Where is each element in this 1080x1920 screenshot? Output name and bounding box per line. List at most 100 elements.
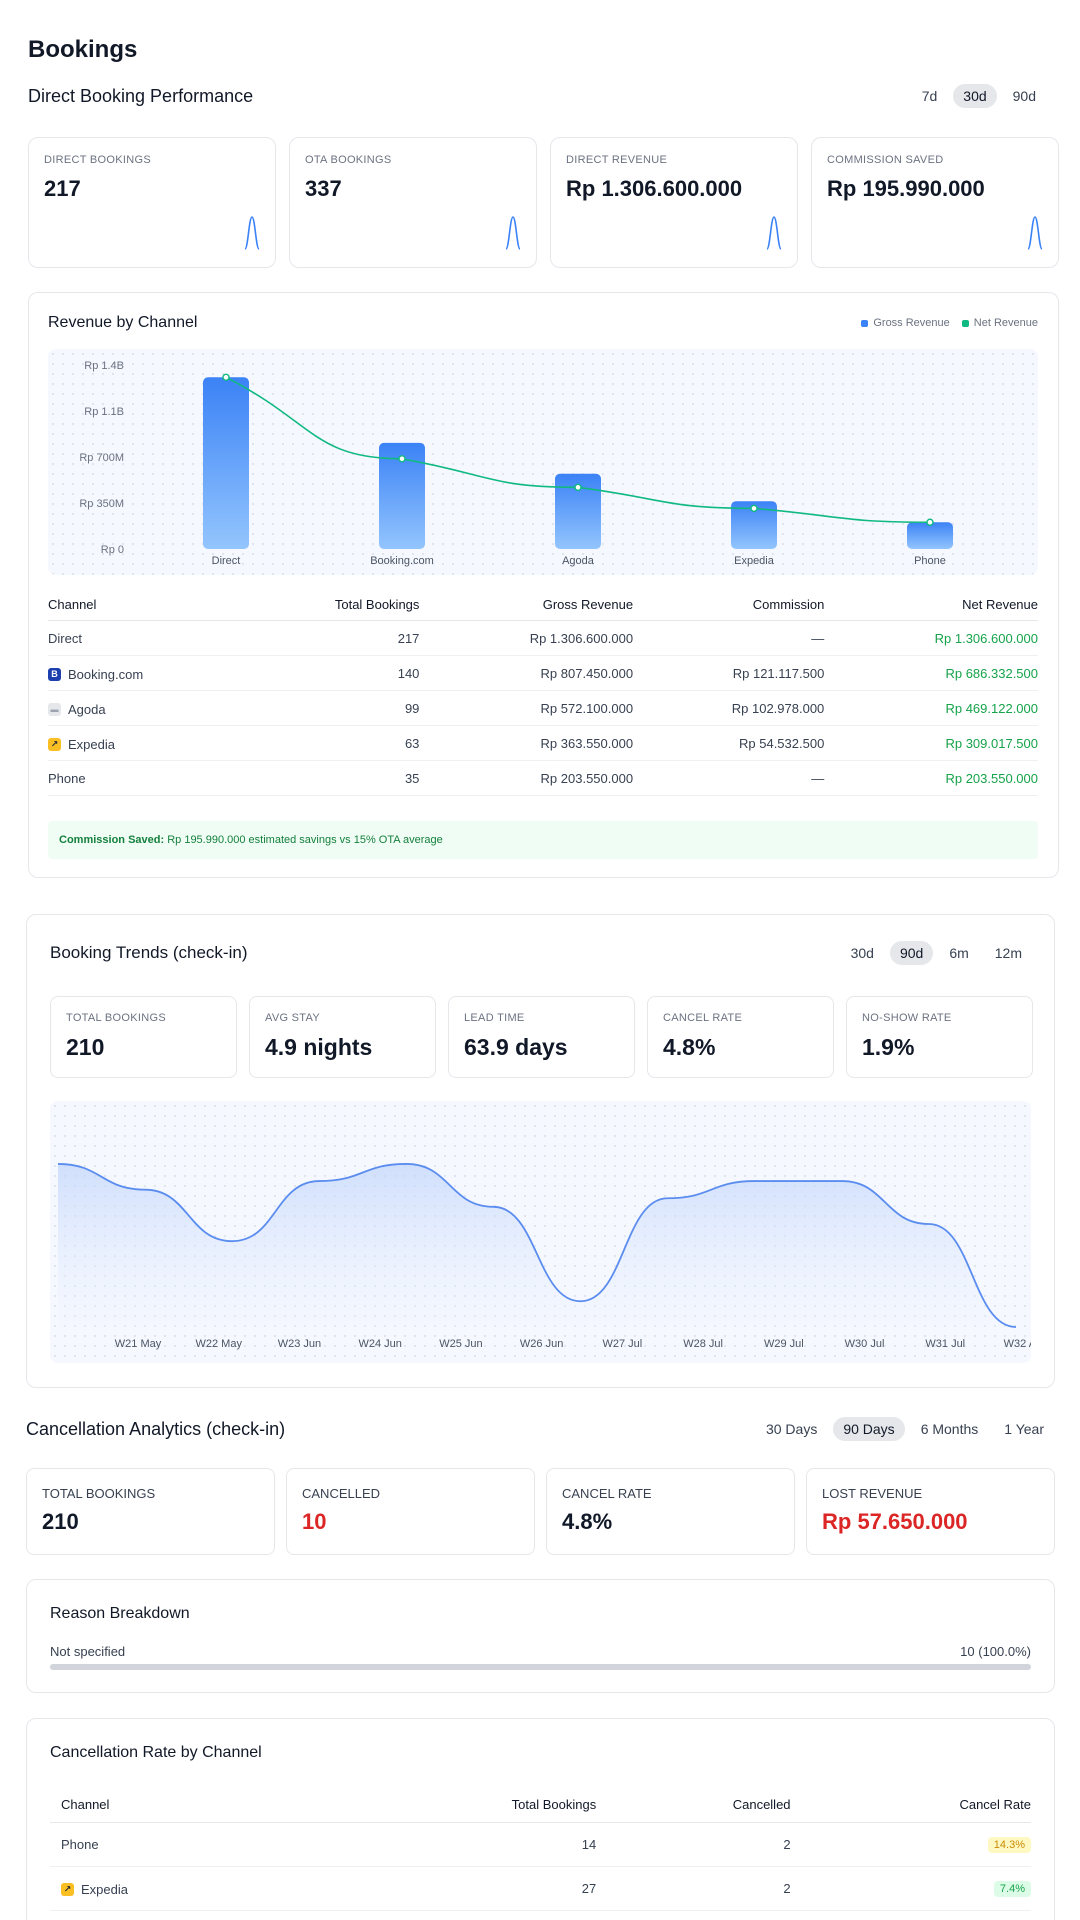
sparkline-icon xyxy=(244,216,260,250)
cell-net: Rp 686.332.500 xyxy=(824,655,1038,691)
cell-commission: — xyxy=(633,620,825,656)
kpi-value: 217 xyxy=(44,176,81,201)
cancel-rate-badge: 14.3% xyxy=(987,1837,1031,1853)
table-header: Cancel Rate xyxy=(790,1787,1031,1823)
cancel-range-30-days[interactable]: 30 Days xyxy=(765,1421,818,1437)
trend-kpi-card: TOTAL BOOKINGS 210 xyxy=(50,996,237,1078)
commission-note-text: Rp 195.990.000 estimated savings vs 15% … xyxy=(167,834,443,846)
channel-name: Agoda xyxy=(68,701,106,717)
bookings-line xyxy=(57,1163,1017,1328)
cell-net: Rp 309.017.500 xyxy=(824,725,1038,761)
table-row: ▬Agoda3625.6% xyxy=(50,1910,1031,1920)
direct-range-7d[interactable]: 7d xyxy=(921,88,938,104)
direct-range-30d[interactable]: 30d xyxy=(953,84,997,108)
table-row: ↗ Expedia 27 2 7.4% xyxy=(50,1866,1031,1911)
gross-legend-swatch xyxy=(861,319,869,327)
sparkline-icon xyxy=(1027,216,1043,250)
revenue-bar-chart: Rp 0 Rp 350M Rp 700M Rp 1.1B Rp 1.4B Direct Bo… xyxy=(79,360,953,567)
kpi-value: Rp 57.650.000 xyxy=(822,1509,968,1534)
table-header: Total Bookings xyxy=(312,1787,597,1823)
trends-chart-area: W21 May W22 May W23 Jun W24 Jun W25 Jun W26 J… xyxy=(50,1101,1031,1363)
table-row: Phone 14 2 14.3% xyxy=(50,1822,1031,1867)
reason-value: 10 (100.0%) xyxy=(960,1644,1031,1659)
y-tick-label: Rp 1.4B xyxy=(84,360,124,372)
cancel-kpi-card: LOST REVENUE Rp 57.650.000 xyxy=(806,1468,1055,1555)
x-tick-label: W28 Jul xyxy=(683,1338,723,1350)
table-header: Commission xyxy=(633,589,825,621)
cell-gross: Rp 203.550.000 xyxy=(419,760,634,796)
revenue-chart-area: Rp 0 Rp 350M Rp 700M Rp 1.1B Rp 1.4B Direct Bo… xyxy=(48,349,1038,575)
kpi-label: CANCEL RATE xyxy=(663,1012,743,1024)
x-tick-label: Phone xyxy=(914,555,946,567)
direct-kpi-card: DIRECT BOOKINGS 217 xyxy=(28,137,276,268)
reason-label: Not specified xyxy=(50,1644,126,1659)
kpi-label: NO-SHOW RATE xyxy=(862,1012,952,1024)
x-tick-label: W31 Jul xyxy=(925,1338,965,1350)
net-legend-swatch xyxy=(961,319,969,327)
kpi-value: 210 xyxy=(42,1509,79,1534)
sparkline-icon xyxy=(505,216,521,250)
trends-range-12m[interactable]: 12m xyxy=(994,945,1022,961)
kpi-label: LOST REVENUE xyxy=(822,1486,923,1501)
kpi-value: 1.9% xyxy=(862,1034,915,1060)
kpi-value: Rp 195.990.000 xyxy=(827,176,985,201)
x-tick-label: Booking.com xyxy=(370,555,434,567)
cancellation-title: Cancellation Analytics (check-in) xyxy=(26,1419,286,1439)
cell-bookings: 63 xyxy=(244,725,420,761)
net-legend-label: Net Revenue xyxy=(973,317,1038,329)
kpi-label: TOTAL BOOKINGS xyxy=(66,1012,166,1024)
gross-revenue-bar xyxy=(555,473,601,549)
cancel-kpi-card: TOTAL BOOKINGS 210 xyxy=(26,1468,275,1555)
cancel-rate-channel-title: Cancellation Rate by Channel xyxy=(50,1744,262,1761)
cell-bookings: 35 xyxy=(244,760,420,796)
revenue-by-channel-card: Revenue by Channel Gross Revenue Net Rev… xyxy=(28,292,1059,878)
kpi-value: 63.9 days xyxy=(464,1034,568,1060)
kpi-value: 337 xyxy=(305,176,342,201)
cell-bookings: 36 xyxy=(312,1910,597,1920)
channel-name: Phone xyxy=(48,770,86,786)
reason-breakdown-card: Reason Breakdown Not specified 10 (100.0… xyxy=(26,1579,1055,1693)
bookings-area-fill xyxy=(58,1163,1016,1327)
trend-kpi-card: LEAD TIME 63.9 days xyxy=(448,996,635,1078)
cancel-rate-table: Channel Total Bookings Cancelled Cancel Rat… xyxy=(50,1787,1031,1920)
net-revenue-point xyxy=(398,455,406,463)
cancel-range-90-days[interactable]: 90 Days xyxy=(833,1417,905,1441)
x-tick-label: Expedia xyxy=(734,555,775,567)
channel-name: Booking.com xyxy=(68,666,144,682)
trends-range-6m[interactable]: 6m xyxy=(949,945,969,961)
commission-saved-note: Commission Saved: Rp 195.990.000 estimat… xyxy=(48,821,1038,859)
cancel-range-6-months[interactable]: 6 Months xyxy=(920,1421,979,1437)
direct-range-90d[interactable]: 90d xyxy=(1012,88,1036,104)
revenue-by-channel-title: Revenue by Channel xyxy=(48,314,198,331)
net-revenue-point xyxy=(750,504,758,513)
cell-cancelled: 2 xyxy=(596,1910,791,1920)
kpi-value: Rp 1.306.600.000 xyxy=(566,176,743,201)
kpi-label: OTA BOOKINGS xyxy=(305,154,392,166)
y-tick-label: Rp 0 xyxy=(101,544,124,556)
gross-legend-label: Gross Revenue xyxy=(873,317,950,329)
channel-name: Expedia xyxy=(68,736,115,752)
x-tick-label: W22 May xyxy=(195,1338,242,1350)
cell-commission: — xyxy=(633,760,825,796)
booking-trends-card: Booking Trends (check-in) 30d 90d 6m 12m W2… xyxy=(26,914,1055,1388)
y-tick-label: Rp 350M xyxy=(79,498,124,510)
cancel-kpi-card: CANCEL RATE 4.8% xyxy=(546,1468,795,1555)
trend-kpi-card: AVG STAY 4.9 nights xyxy=(249,996,436,1078)
cell-net: Rp 469.122.000 xyxy=(824,690,1038,726)
table-row: Direct 217 Rp 1.306.600.000— Rp 1.306.600.0… xyxy=(48,620,1038,656)
cell-bookings: 99 xyxy=(244,690,420,726)
cancel-range-1-year[interactable]: 1 Year xyxy=(1004,1421,1044,1437)
x-tick-label: W21 May xyxy=(115,1338,162,1350)
kpi-value: 4.9 nights xyxy=(265,1034,373,1060)
cell-bookings: 217 xyxy=(244,620,420,656)
table-row: B Booking.com 140 Rp 807.450.000 Rp 121.117.… xyxy=(48,655,1038,691)
x-tick-label: W30 Jul xyxy=(845,1338,885,1350)
y-tick-label: Rp 1.1B xyxy=(84,406,124,418)
y-tick-label: Rp 700M xyxy=(79,452,124,464)
booking-icon: B xyxy=(48,667,61,681)
sparkline-icon xyxy=(766,216,782,250)
trends-range-30d[interactable]: 30d xyxy=(850,945,874,961)
cell-gross: Rp 1.306.600.000 xyxy=(419,620,634,656)
channel-name: Phone xyxy=(61,1837,99,1852)
trends-range-90d[interactable]: 90d xyxy=(889,941,934,965)
